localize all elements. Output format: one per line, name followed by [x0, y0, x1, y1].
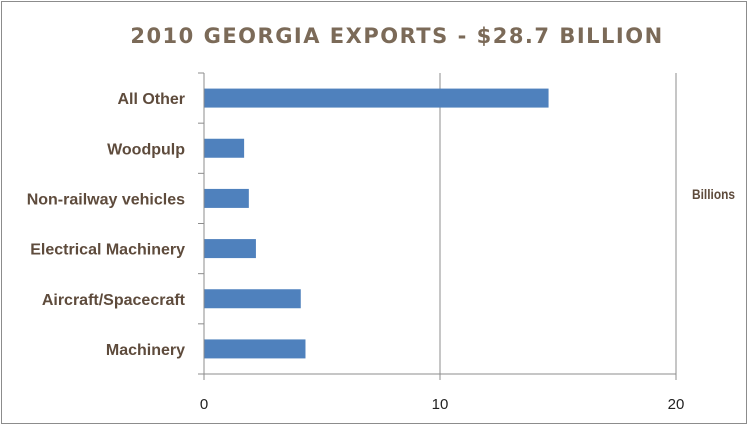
chart-title: 2010 GEORGIA EXPORTS - $28.7 BILLION [130, 24, 664, 48]
x-tick-label: 0 [200, 396, 208, 413]
bar-woodpulp [204, 138, 245, 158]
category-label: Machinery [106, 342, 185, 359]
unit-label: Billions [692, 186, 735, 202]
category-label: Non-railway vehicles [27, 191, 185, 208]
x-tick-label: 10 [432, 396, 449, 413]
bar-all-other [204, 88, 549, 108]
bar-electrical-machinery [204, 239, 256, 259]
category-label: Aircraft/Spacecraft [42, 292, 186, 309]
bar-non-railway-vehicles [204, 188, 249, 208]
category-label: Woodpulp [107, 141, 185, 158]
category-label: All Other [117, 91, 185, 108]
category-label: Electrical Machinery [30, 242, 185, 259]
x-tick-label: 20 [668, 396, 685, 413]
bar-aircraft-spacecraft [204, 289, 301, 309]
bar-machinery [204, 339, 306, 359]
